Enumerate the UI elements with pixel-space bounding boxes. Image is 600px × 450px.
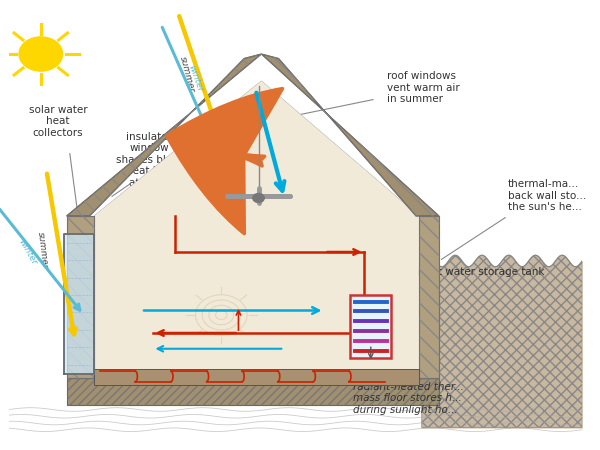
Circle shape <box>19 37 62 71</box>
Polygon shape <box>67 378 439 405</box>
Polygon shape <box>422 255 582 428</box>
Polygon shape <box>262 54 439 216</box>
Circle shape <box>253 194 264 202</box>
Text: winter: winter <box>17 238 38 266</box>
Text: solar hot water storage tank: solar hot water storage tank <box>396 267 545 277</box>
Polygon shape <box>94 369 419 385</box>
Polygon shape <box>94 81 419 216</box>
Text: summer: summer <box>36 231 49 269</box>
Bar <box>350 295 391 358</box>
Text: radiant-heated ther...
mass floor stores h...
during sunlight ho...: radiant-heated ther... mass floor stores… <box>353 382 464 415</box>
FancyArrowPatch shape <box>167 89 283 234</box>
Polygon shape <box>67 54 262 216</box>
Polygon shape <box>67 216 94 378</box>
Text: thermal-ma...
back wall sto...
the sun's he...: thermal-ma... back wall sto... the sun's… <box>508 179 586 212</box>
Text: roof windows
vent warm air
in summer: roof windows vent warm air in summer <box>388 71 460 104</box>
Text: insulated
window
shades block
heat loss
at night: insulated window shades block heat loss … <box>116 131 184 188</box>
Polygon shape <box>64 234 94 374</box>
Text: summer: summer <box>178 55 196 94</box>
Text: solar water
heat
collectors: solar water heat collectors <box>29 105 88 138</box>
Polygon shape <box>94 81 419 369</box>
Text: winter: winter <box>187 64 205 94</box>
Polygon shape <box>419 216 439 378</box>
Polygon shape <box>212 126 244 171</box>
